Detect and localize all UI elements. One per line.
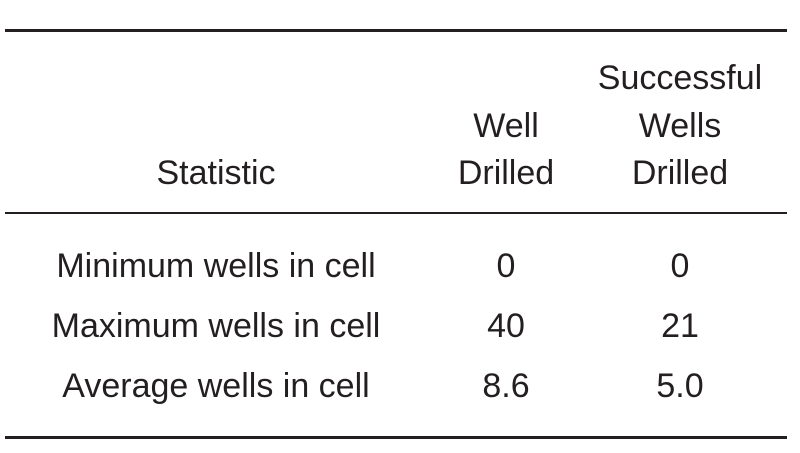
table-bottom-rule: [5, 436, 787, 439]
header-successful-line-2: Wells: [638, 107, 722, 145]
table-top-rule: [5, 29, 787, 32]
row-well-drilled: 0: [496, 247, 516, 285]
row-well-drilled: 8.6: [482, 367, 530, 405]
row-well-drilled: 40: [487, 307, 525, 345]
row-successful: 0: [670, 247, 690, 285]
header-statistic: Statistic: [156, 154, 276, 192]
row-statistic: Minimum wells in cell: [56, 247, 376, 285]
header-well-drilled-line-1: Well: [473, 107, 539, 145]
row-statistic: Average wells in cell: [62, 367, 370, 405]
row-successful: 21: [661, 307, 699, 345]
table-header-rule: [5, 212, 787, 214]
header-successful-line-3: Drilled: [631, 154, 729, 192]
header-well-drilled-line-2: Drilled: [457, 154, 555, 192]
row-statistic: Maximum wells in cell: [51, 307, 381, 345]
row-successful: 5.0: [656, 367, 704, 405]
header-successful-line-1: Successful: [597, 59, 763, 97]
